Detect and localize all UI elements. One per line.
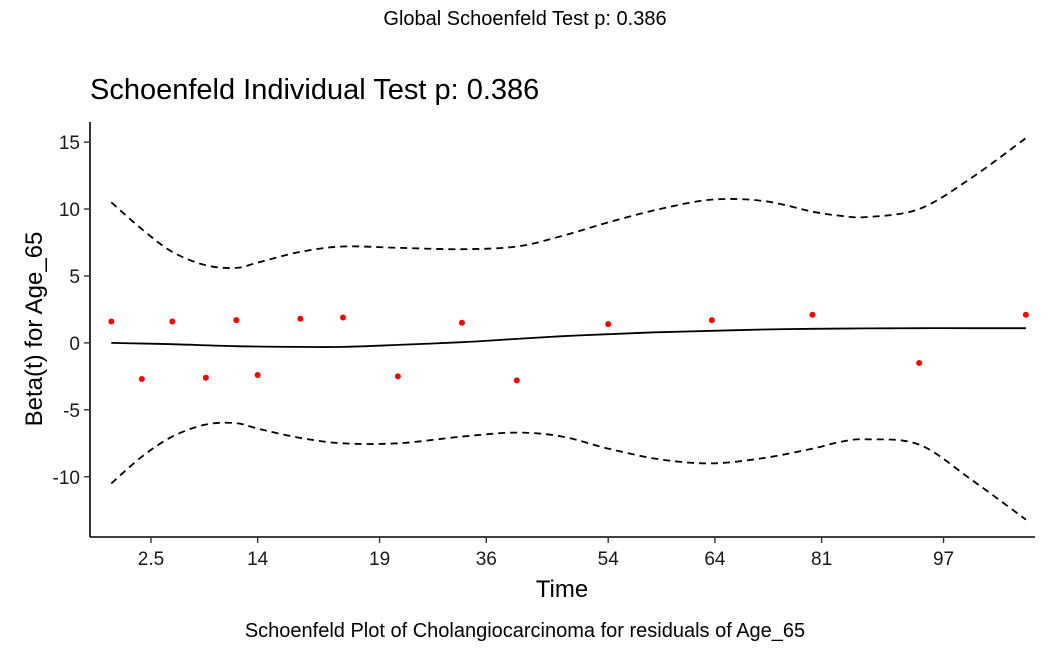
y-tick-label: 10 [59, 200, 80, 221]
residual-point [394, 373, 401, 380]
residual-point [297, 315, 304, 322]
residual-point [233, 317, 240, 324]
y-axis-title: Beta(t) for Age_65 [21, 232, 48, 427]
y-tick-label: -10 [53, 468, 80, 489]
x-tick-label: 97 [933, 549, 954, 570]
x-tick-label: 64 [704, 549, 726, 570]
residual-point [458, 319, 465, 326]
residual-point [340, 314, 347, 321]
y-tick-label: 5 [69, 267, 80, 288]
x-tick-label: 54 [598, 549, 620, 570]
residual-point [605, 321, 612, 328]
x-tick-label: 14 [247, 549, 269, 570]
lower-line [110, 421, 1027, 521]
x-tick-label: 81 [811, 549, 832, 570]
x-tick-label: 2.5 [138, 549, 164, 570]
x-axis-title: Time [536, 576, 588, 603]
residual-point [916, 359, 923, 366]
fit-line [111, 327, 1026, 348]
residual-point [809, 311, 816, 318]
residual-point [108, 318, 115, 325]
footer-caption: Schoenfeld Plot of Cholangiocarcinoma fo… [244, 620, 806, 642]
x-tick-label: 36 [476, 549, 497, 570]
y-tick-label: -5 [63, 401, 80, 422]
fit-lines [110, 137, 1027, 521]
residual-point [1022, 311, 1029, 318]
global-test-title: Global Schoenfeld Test p: 0.386 [383, 8, 667, 30]
plot-title: Schoenfeld Individual Test p: 0.386 [90, 74, 540, 106]
y-tick-label: 15 [59, 133, 80, 154]
residual-point [513, 377, 520, 384]
y-tick-label: 0 [69, 334, 80, 355]
upper-line [110, 137, 1027, 269]
residual-point [138, 376, 145, 383]
residual-point [254, 372, 261, 379]
x-tick-label: 19 [369, 549, 390, 570]
residual-point [169, 318, 176, 325]
residual-points [108, 311, 1029, 384]
axes: 15 10 5 0 -5 -10 2.5 14 19 36 54 64 81 97 [53, 122, 1035, 570]
residual-point [202, 374, 209, 381]
residual-point [708, 317, 715, 324]
